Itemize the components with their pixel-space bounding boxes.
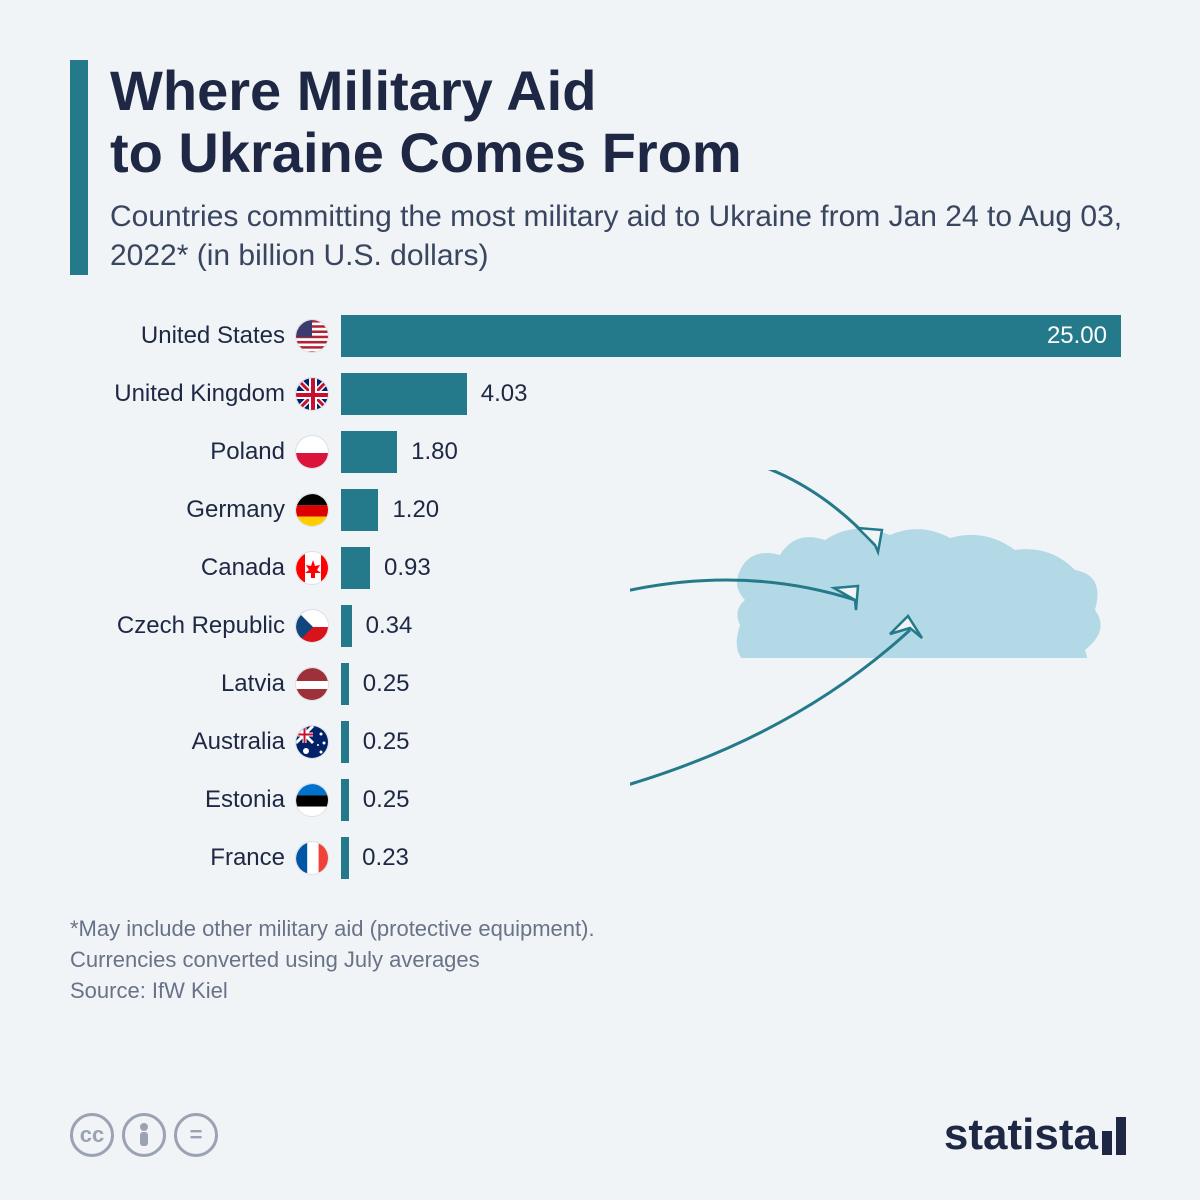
flag-icon [295,667,329,701]
value-label: 0.93 [384,554,431,582]
value-label: 0.25 [363,728,410,756]
bar-row: Estonia 0.25 [70,774,1130,826]
brand-bars-icon [1102,1115,1130,1155]
footnote: *May include other military aid (protect… [70,914,1130,1006]
value-label: 4.03 [481,380,528,408]
bar-track: 25.00 [341,315,1121,357]
footnote-line-1: *May include other military aid (protect… [70,914,1130,945]
source-label: Source: IfW Kiel [70,976,1130,1007]
bar-track: 0.25 [341,779,1121,821]
flag-icon [295,841,329,875]
bar-track: 0.34 [341,605,1121,647]
bar-row: United Kingdom 4.03 [70,368,1130,420]
country-label: Poland [70,438,295,466]
bar: 4.03 [341,373,467,415]
title-line-1: Where Military Aid [110,59,596,122]
footer: cc = statista [70,1110,1130,1160]
bar: 0.25 [341,779,349,821]
bar-track: 1.80 [341,431,1121,473]
country-label: United States [70,322,295,350]
country-label: France [70,844,295,872]
country-label: Czech Republic [70,612,295,640]
brand-logo: statista [944,1110,1130,1160]
subtitle: Countries committing the most military a… [110,197,1130,275]
bar-track: 4.03 [341,373,1121,415]
bar: 1.20 [341,489,378,531]
flag-icon [295,783,329,817]
country-label: Australia [70,728,295,756]
value-label: 0.23 [362,844,409,872]
bar-row: Australia 0.25 [70,716,1130,768]
bar: 0.34 [341,605,352,647]
flag-icon [295,725,329,759]
bar: 25.00 [341,315,1121,357]
flag-icon [295,377,329,411]
flag-icon [295,609,329,643]
bar: 1.80 [341,431,397,473]
brand-text: statista [944,1110,1098,1160]
bar-row: Latvia 0.25 [70,658,1130,710]
header: Where Military Aid to Ukraine Comes From… [70,60,1130,275]
flag-icon [295,493,329,527]
title-line-2: to Ukraine Comes From [110,121,742,184]
bar-row: Poland 1.80 [70,426,1130,478]
nd-icon: = [174,1113,218,1157]
infographic-container: Where Military Aid to Ukraine Comes From… [0,0,1200,1200]
value-label: 0.25 [363,670,410,698]
accent-bar [70,60,88,275]
bar: 0.25 [341,663,349,705]
bar: 0.93 [341,547,370,589]
bar-track: 0.25 [341,663,1121,705]
bar-track: 0.93 [341,547,1121,589]
header-text: Where Military Aid to Ukraine Comes From… [110,60,1130,275]
page-title: Where Military Aid to Ukraine Comes From [110,60,1130,183]
bar: 0.25 [341,721,349,763]
license-icons: cc = [70,1113,218,1157]
value-label: 0.34 [366,612,413,640]
by-icon [122,1113,166,1157]
bar-chart: United States 25.00 United Kingdom 4.03 … [70,310,1130,884]
bar-track: 1.20 [341,489,1121,531]
country-label: Canada [70,554,295,582]
value-label: 1.80 [411,438,458,466]
bar-row: Canada 0.93 [70,542,1130,594]
bar-row: United States 25.00 [70,310,1130,362]
cc-icon: cc [70,1113,114,1157]
country-label: United Kingdom [70,380,295,408]
value-label: 0.25 [363,786,410,814]
flag-icon [295,319,329,353]
value-label: 25.00 [1047,322,1107,350]
bar-track: 0.25 [341,721,1121,763]
bar: 0.23 [341,837,349,879]
bar-row: France 0.23 [70,832,1130,884]
bar-row: Czech Republic 0.34 [70,600,1130,652]
bar-track: 0.23 [341,837,1121,879]
footnote-line-2: Currencies converted using July averages [70,945,1130,976]
flag-icon [295,435,329,469]
value-label: 1.20 [392,496,439,524]
country-label: Germany [70,496,295,524]
flag-icon [295,551,329,585]
country-label: Estonia [70,786,295,814]
country-label: Latvia [70,670,295,698]
bar-row: Germany 1.20 [70,484,1130,536]
